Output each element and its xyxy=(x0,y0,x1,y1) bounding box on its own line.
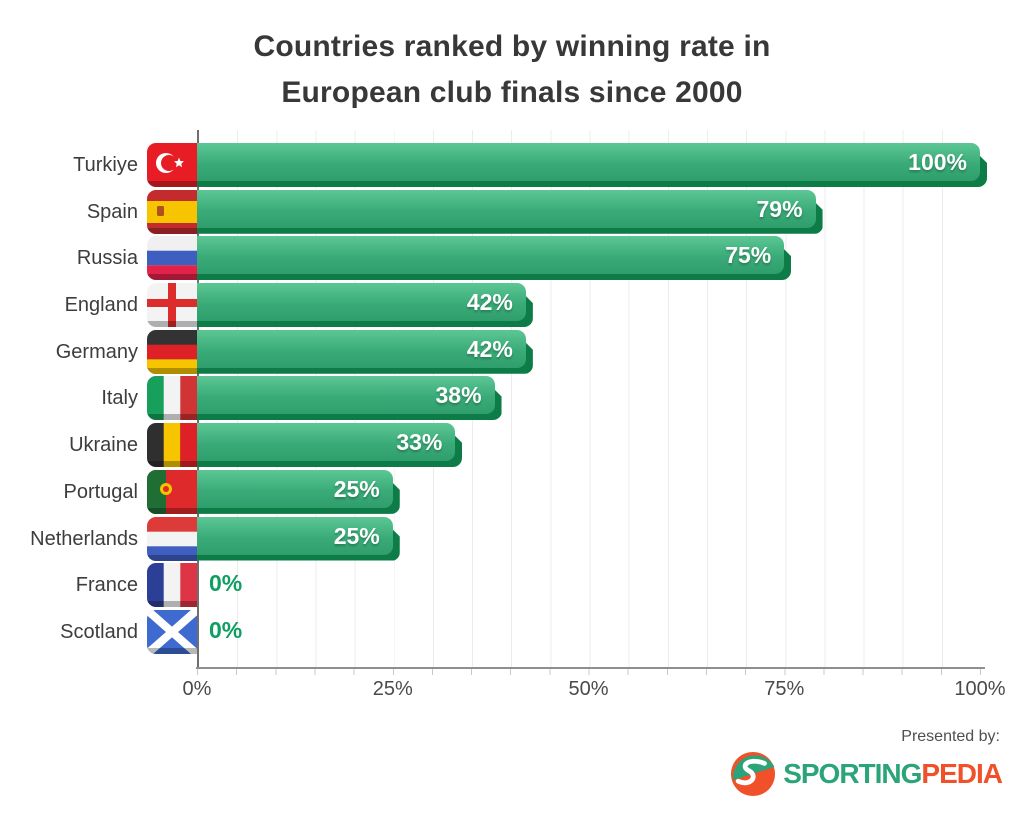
x-axis-ticks xyxy=(197,669,982,675)
value-label: 42% xyxy=(466,335,513,362)
country-label: Portugal xyxy=(63,480,139,503)
value-label: 25% xyxy=(333,475,380,502)
chart-rows: Turkiye 100% Spain 79% Russia 75% England 42% Ge… xyxy=(0,143,1024,657)
footer: Presented by: SPORTINGPEDIA xyxy=(730,728,1003,797)
flag-scotland-icon xyxy=(147,609,197,654)
chart-row: Scotland 0% xyxy=(0,609,1024,657)
page-title: Countries ranked by winning rate in Euro… xyxy=(0,24,1024,116)
title-line-1: Countries ranked by winning rate in xyxy=(253,30,771,63)
bar-fill xyxy=(197,189,816,228)
bar: 25% xyxy=(197,516,393,561)
x-tick-label: 75% xyxy=(764,678,805,700)
bar-fill xyxy=(197,143,980,181)
flag-france-icon xyxy=(147,563,197,608)
bar-track: 75% xyxy=(197,236,980,280)
sportingpedia-s-icon xyxy=(731,751,776,797)
country-label: Germany xyxy=(55,340,138,363)
bar: 75% xyxy=(197,236,784,280)
bar: 100% xyxy=(197,143,980,187)
title-line-2: European club finals since 2000 xyxy=(281,76,743,109)
bar-fill xyxy=(197,376,495,415)
chart-row: Ukraine 33% xyxy=(0,423,1024,470)
flag-netherlands-icon xyxy=(147,516,197,561)
bar-fill xyxy=(197,423,456,462)
zero-value-label: 0% xyxy=(209,616,243,643)
country-label: Turkiye xyxy=(73,154,138,176)
country-label: Spain xyxy=(86,200,138,223)
brand-pedia: PEDIA xyxy=(921,758,1003,789)
bar-track: 0% xyxy=(197,610,980,654)
country-label: Ukraine xyxy=(69,434,138,457)
bar-fill xyxy=(197,283,526,322)
bar-track: 42% xyxy=(197,283,980,327)
bar-fill xyxy=(197,516,393,555)
country-label: Netherlands xyxy=(30,527,138,550)
x-tick-label: 100% xyxy=(954,678,1006,700)
value-label: 33% xyxy=(396,429,443,456)
value-label: 42% xyxy=(466,289,513,316)
bar: 33% xyxy=(197,423,455,467)
flag-england-icon xyxy=(147,283,197,328)
value-label: 100% xyxy=(908,149,967,175)
zero-value-label: 0% xyxy=(209,570,243,597)
chart-row: Turkiye 100% xyxy=(0,143,1024,190)
flag-italy-icon xyxy=(147,376,197,421)
country-label: Italy xyxy=(101,387,138,410)
country-label: England xyxy=(64,294,138,317)
country-label: France xyxy=(75,574,138,597)
chart-row: Netherlands 25% xyxy=(0,516,1024,564)
brand-sporting: SPORTING xyxy=(783,758,922,789)
bar-track: 0% xyxy=(197,563,980,607)
flag-turkiye-icon xyxy=(147,143,197,187)
bar-track: 79% xyxy=(197,189,980,234)
bar: 42% xyxy=(197,283,526,327)
flag-spain-icon xyxy=(147,189,197,234)
presented-by-label: Presented by: xyxy=(901,728,1000,745)
bar-fill xyxy=(197,329,526,368)
bar-track: 25% xyxy=(197,469,980,514)
bar-track: 42% xyxy=(197,329,980,374)
bar: 42% xyxy=(197,329,526,374)
x-axis-line xyxy=(196,667,985,669)
bar-track: 100% xyxy=(197,143,980,187)
x-tick-label: 25% xyxy=(372,678,413,700)
flag-ukraine-icon xyxy=(147,423,197,468)
bar-fill xyxy=(197,236,785,275)
country-label: Scotland xyxy=(60,620,138,643)
bar-chart: Turkiye 100% Spain 79% Russia 75% England 42% Ge… xyxy=(0,130,1024,710)
bar-track: 38% xyxy=(197,376,980,420)
chart-row: Italy 38% xyxy=(0,376,1024,423)
x-tick-label: 50% xyxy=(568,678,609,700)
chart-row: Germany 42% xyxy=(0,329,1024,377)
brand-wordmark: SPORTINGPEDIA xyxy=(783,751,1003,797)
x-axis-labels: 0% 25% 50% 75% 100% xyxy=(183,678,1006,704)
bar-track: 33% xyxy=(197,423,980,467)
chart-row: Portugal 25% xyxy=(0,469,1024,517)
value-label: 25% xyxy=(333,522,380,549)
country-label: Russia xyxy=(76,247,138,270)
sportingpedia-logo: SPORTINGPEDIA xyxy=(730,751,1003,797)
flag-russia-icon xyxy=(147,236,197,281)
chart-row: Spain 79% xyxy=(0,189,1024,237)
bar: 25% xyxy=(197,469,393,514)
value-label: 38% xyxy=(435,382,482,409)
value-label: 79% xyxy=(756,195,803,222)
flag-portugal-icon xyxy=(147,469,197,514)
bar: 79% xyxy=(197,189,816,234)
chart-row: France 0% xyxy=(0,563,1024,610)
chart-row: Russia 75% xyxy=(0,236,1024,283)
x-tick-label: 0% xyxy=(182,678,212,700)
bar-track: 25% xyxy=(197,516,980,561)
chart-row: England 42% xyxy=(0,283,1024,330)
flag-germany-icon xyxy=(147,329,197,374)
value-label: 75% xyxy=(725,242,772,269)
bar-fill xyxy=(197,469,393,508)
bar: 38% xyxy=(197,376,495,420)
